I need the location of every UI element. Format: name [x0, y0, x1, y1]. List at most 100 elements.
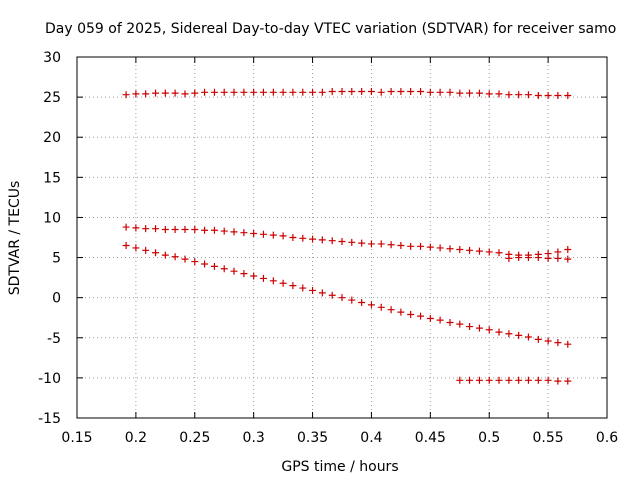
- data-point: [475, 376, 483, 384]
- data-point: [417, 312, 425, 320]
- data-point: [191, 225, 199, 233]
- data-point: [456, 89, 464, 97]
- data-point: [534, 376, 542, 384]
- data-point: [338, 294, 346, 302]
- data-point: [181, 225, 189, 233]
- data-point: [475, 247, 483, 255]
- data-point: [338, 87, 346, 95]
- data-point: [152, 89, 160, 97]
- data-point: [279, 88, 287, 96]
- data-point: [446, 245, 454, 253]
- data-point: [485, 326, 493, 334]
- data-point: [397, 308, 405, 316]
- plot-frame: [76, 56, 608, 419]
- data-point: [564, 255, 572, 263]
- data-point: [475, 89, 483, 97]
- x-tick-label: 0.6: [596, 430, 618, 446]
- data-point: [328, 291, 336, 299]
- y-tick-label: 10: [43, 210, 61, 226]
- data-point: [240, 270, 248, 278]
- data-point: [142, 90, 150, 98]
- data-point: [524, 254, 532, 262]
- data-point: [446, 319, 454, 327]
- x-tick-label: 0.15: [61, 430, 92, 446]
- data-point: [397, 242, 405, 250]
- data-point: [318, 289, 326, 297]
- data-point: [201, 260, 209, 268]
- data-point: [544, 254, 552, 262]
- data-point: [534, 92, 542, 100]
- y-tick-label: 0: [52, 291, 61, 307]
- data-point: [220, 265, 228, 273]
- data-point: [436, 244, 444, 252]
- y-tick-label: -5: [47, 331, 61, 347]
- data-point: [534, 335, 542, 343]
- data-point: [201, 88, 209, 96]
- x-tick-label: 0.3: [243, 430, 265, 446]
- data-point: [505, 330, 513, 338]
- data-point: [456, 376, 464, 384]
- data-point: [436, 316, 444, 324]
- data-point: [201, 226, 209, 234]
- data-point: [240, 88, 248, 96]
- data-point: [122, 223, 130, 231]
- data-point: [181, 255, 189, 263]
- data-point: [161, 225, 169, 233]
- data-point: [358, 298, 366, 306]
- data-point: [466, 89, 474, 97]
- data-point: [505, 91, 513, 99]
- data-point: [554, 254, 562, 262]
- y-tick-label: -10: [38, 371, 61, 387]
- data-point: [132, 244, 140, 252]
- x-tick-label: 0.4: [360, 430, 382, 446]
- data-point: [466, 246, 474, 254]
- data-point: [554, 92, 562, 100]
- x-tick-label: 0.5: [478, 430, 500, 446]
- data-point: [377, 303, 385, 311]
- data-point: [407, 242, 415, 250]
- data-point: [250, 88, 258, 96]
- data-point: [367, 301, 375, 309]
- data-point: [475, 324, 483, 332]
- data-point: [152, 225, 160, 233]
- data-point: [495, 376, 503, 384]
- data-point: [505, 254, 513, 262]
- data-point: [279, 232, 287, 240]
- data-point: [485, 90, 493, 98]
- data-point: [269, 277, 277, 285]
- data-point: [407, 311, 415, 319]
- series-3: [122, 242, 572, 348]
- y-tick-label: -15: [38, 411, 61, 427]
- data-point: [515, 254, 523, 262]
- data-point: [220, 227, 228, 235]
- data-point: [299, 234, 307, 242]
- y-tick-label: 25: [43, 90, 61, 106]
- data-point: [534, 254, 542, 262]
- data-point: [515, 376, 523, 384]
- data-point: [142, 225, 150, 233]
- x-tick-label: 0.55: [533, 430, 564, 446]
- data-point: [191, 89, 199, 97]
- data-point: [387, 241, 395, 249]
- data-point: [250, 229, 258, 237]
- series-2: [122, 223, 572, 259]
- data-point: [171, 253, 179, 261]
- data-point: [269, 88, 277, 96]
- data-point: [407, 87, 415, 95]
- data-point: [210, 262, 218, 270]
- data-point: [122, 242, 130, 250]
- data-point: [485, 376, 493, 384]
- data-point: [495, 328, 503, 336]
- data-point: [564, 377, 572, 385]
- data-point: [426, 243, 434, 251]
- x-tick-label: 0.45: [415, 430, 446, 446]
- data-point: [348, 238, 356, 246]
- data-point: [152, 249, 160, 257]
- data-point: [554, 377, 562, 385]
- data-point: [220, 88, 228, 96]
- y-tick-labels: -15 -10 -5 0 5 10 15 20 25 30: [38, 50, 61, 427]
- data-point: [495, 249, 503, 257]
- data-point: [485, 248, 493, 256]
- data-point: [132, 90, 140, 98]
